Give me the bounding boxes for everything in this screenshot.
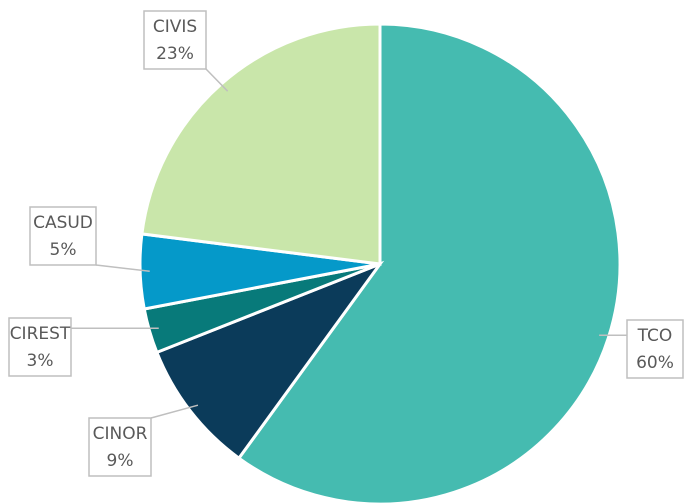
pie-slice: [154, 260, 385, 461]
label-box: [143, 10, 207, 70]
category-label: CIVIS: [153, 17, 197, 37]
category-label: CIREST: [10, 324, 71, 344]
category-label: CASUD: [33, 213, 93, 233]
label-box: [88, 417, 152, 477]
value-label: 60%: [636, 353, 674, 373]
leader-line: [205, 68, 229, 92]
pie-slice: [236, 22, 622, 504]
label-box: [626, 319, 684, 379]
value-label: 3%: [27, 351, 54, 371]
category-label: CINOR: [93, 424, 148, 444]
leader-line: [95, 264, 150, 272]
label-box: [8, 317, 72, 377]
value-label: 23%: [156, 44, 194, 64]
category-label: TCO: [637, 326, 673, 346]
label-box: [29, 206, 97, 266]
value-label: 9%: [107, 451, 134, 471]
leader-line: [150, 404, 199, 419]
value-label: 5%: [50, 240, 77, 260]
